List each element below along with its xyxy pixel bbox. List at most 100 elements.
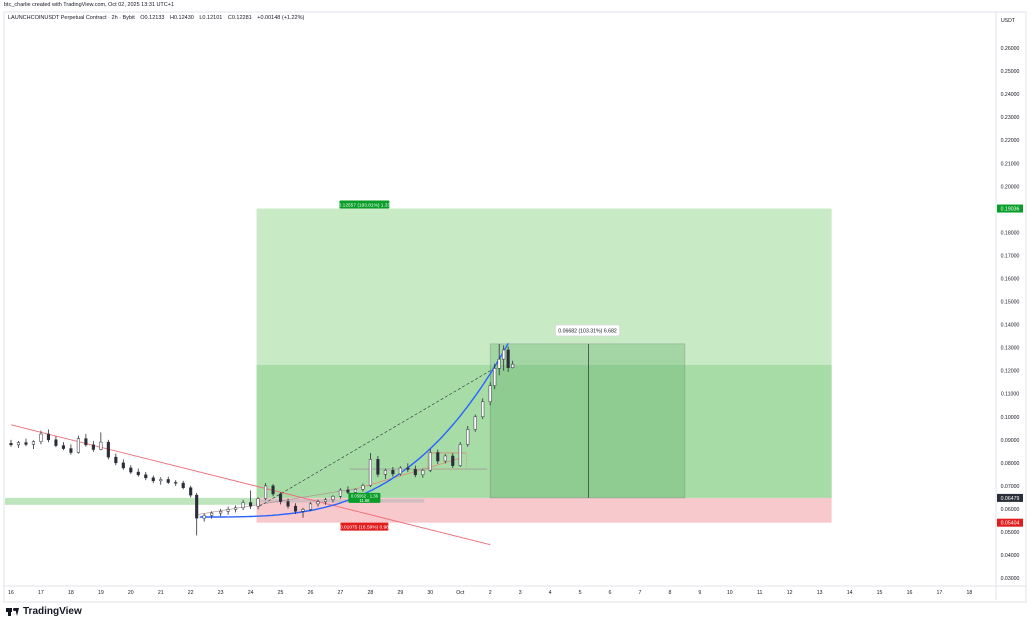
candle-body: [181, 482, 185, 488]
candle-body: [331, 496, 335, 500]
ohlc-open: O0.12133: [140, 15, 165, 21]
symbol-name[interactable]: LAUNCHCOINUSDT Perpetual Contract · 2h ·…: [8, 15, 135, 21]
y-tick-label: 0.06000: [1001, 507, 1020, 513]
candle-body: [61, 445, 65, 449]
x-tick-label: 25: [278, 590, 284, 596]
y-tick-label: 0.18000: [1001, 230, 1020, 236]
candle: [493, 363, 497, 390]
y-tick-label: 0.03000: [1001, 576, 1020, 582]
candle-body: [368, 459, 372, 486]
candle: [308, 502, 313, 512]
candle: [226, 506, 230, 515]
x-tick-label: 12: [787, 590, 793, 596]
candle-body: [493, 368, 497, 386]
overlays: 0.12557 (193.81%) 1.33 0.01075 (16.59%) 0…: [339, 200, 620, 531]
candle-body: [383, 469, 387, 475]
candle-body: [511, 363, 515, 368]
ohlc-close: C0.12281: [227, 15, 252, 21]
candle-body: [129, 467, 133, 473]
candle-body: [353, 489, 357, 493]
candle: [497, 343, 501, 376]
candle: [106, 439, 110, 460]
candle: [249, 490, 253, 509]
ohlc-low: L0.12101: [199, 15, 223, 21]
candle-body: [308, 503, 313, 510]
candle-body: [136, 471, 140, 476]
y-tick-label: 0.25000: [1001, 69, 1020, 75]
candle-body: [159, 479, 163, 482]
x-tick-label: 15: [877, 590, 883, 596]
y-tick-label: 0.22000: [1001, 138, 1020, 144]
candle: [16, 440, 21, 448]
chart-border: [3, 11, 1027, 603]
candle: [451, 453, 455, 468]
chart-frame: [3, 11, 1027, 603]
x-tick-label: 7: [639, 590, 642, 596]
x-tick-label: 17: [937, 590, 943, 596]
y-tick-label: 0.15000: [1001, 300, 1020, 306]
candle: [202, 513, 206, 522]
price-tag-bg: [997, 518, 1023, 527]
measure-label-bg: [555, 324, 620, 337]
x-tick-label: 11: [757, 590, 762, 596]
y-tick-label: 0.04000: [1001, 553, 1020, 559]
candle-body: [428, 452, 432, 471]
candle: [166, 476, 170, 485]
candle: [241, 499, 245, 511]
candle: [84, 434, 88, 447]
y-tick-label: 0.17000: [1001, 253, 1020, 259]
candle-body: [249, 502, 253, 507]
candle: [368, 453, 372, 488]
target-label-text: 0.12557 (193.81%) 1.33: [339, 203, 391, 209]
y-tick-label: 0.10000: [1001, 415, 1020, 421]
candle-body: [346, 489, 350, 493]
candle-body: [210, 512, 214, 516]
candle-body: [69, 448, 73, 453]
candle: [413, 465, 417, 478]
candle: [99, 432, 103, 451]
candle: [346, 486, 350, 494]
x-tick-label: 16: [8, 590, 14, 596]
candle-body: [391, 469, 395, 475]
candle-body: [264, 485, 268, 499]
candle: [316, 499, 320, 507]
candle-body: [91, 444, 95, 450]
y-tick-label: 0.07000: [1001, 484, 1020, 490]
x-tick-label: 14: [847, 590, 853, 596]
tradingview-logo[interactable]: TradingView: [6, 606, 82, 617]
candles: [9, 343, 515, 536]
candle: [466, 425, 470, 447]
candle: [323, 497, 328, 505]
downtrend-line: [10, 424, 491, 546]
entry-sublabel-text: 11.68: [359, 498, 370, 503]
candle: [234, 505, 238, 513]
candle-body: [99, 441, 103, 450]
rising-trend-line-2: [358, 457, 461, 489]
candle: [436, 449, 440, 465]
y-tick-label: 0.24000: [1001, 92, 1020, 98]
support-band: [5, 497, 257, 505]
candle-body: [24, 442, 28, 445]
candle: [406, 463, 410, 473]
x-tick-label: 17: [38, 590, 44, 596]
price-tag-text: 0.05404: [1001, 521, 1020, 527]
candle-body: [121, 462, 125, 469]
candle: [195, 492, 199, 536]
candle-body: [488, 385, 492, 403]
x-tick-label: 30: [427, 590, 433, 596]
price-tag-bg: [997, 204, 1023, 213]
x-tick-label: 24: [248, 590, 254, 596]
candle-body: [458, 444, 462, 466]
x-tick-label: 28: [368, 590, 374, 596]
candle-body: [31, 441, 36, 445]
candle: [286, 498, 290, 509]
candle-body: [226, 509, 230, 512]
price-tag-text: 0.06479: [1001, 496, 1020, 502]
x-tick-label: 3: [519, 590, 522, 596]
x-tick-label: 19: [98, 590, 104, 596]
candle: [506, 346, 510, 372]
candle: [151, 475, 155, 484]
candle-body: [234, 507, 238, 510]
